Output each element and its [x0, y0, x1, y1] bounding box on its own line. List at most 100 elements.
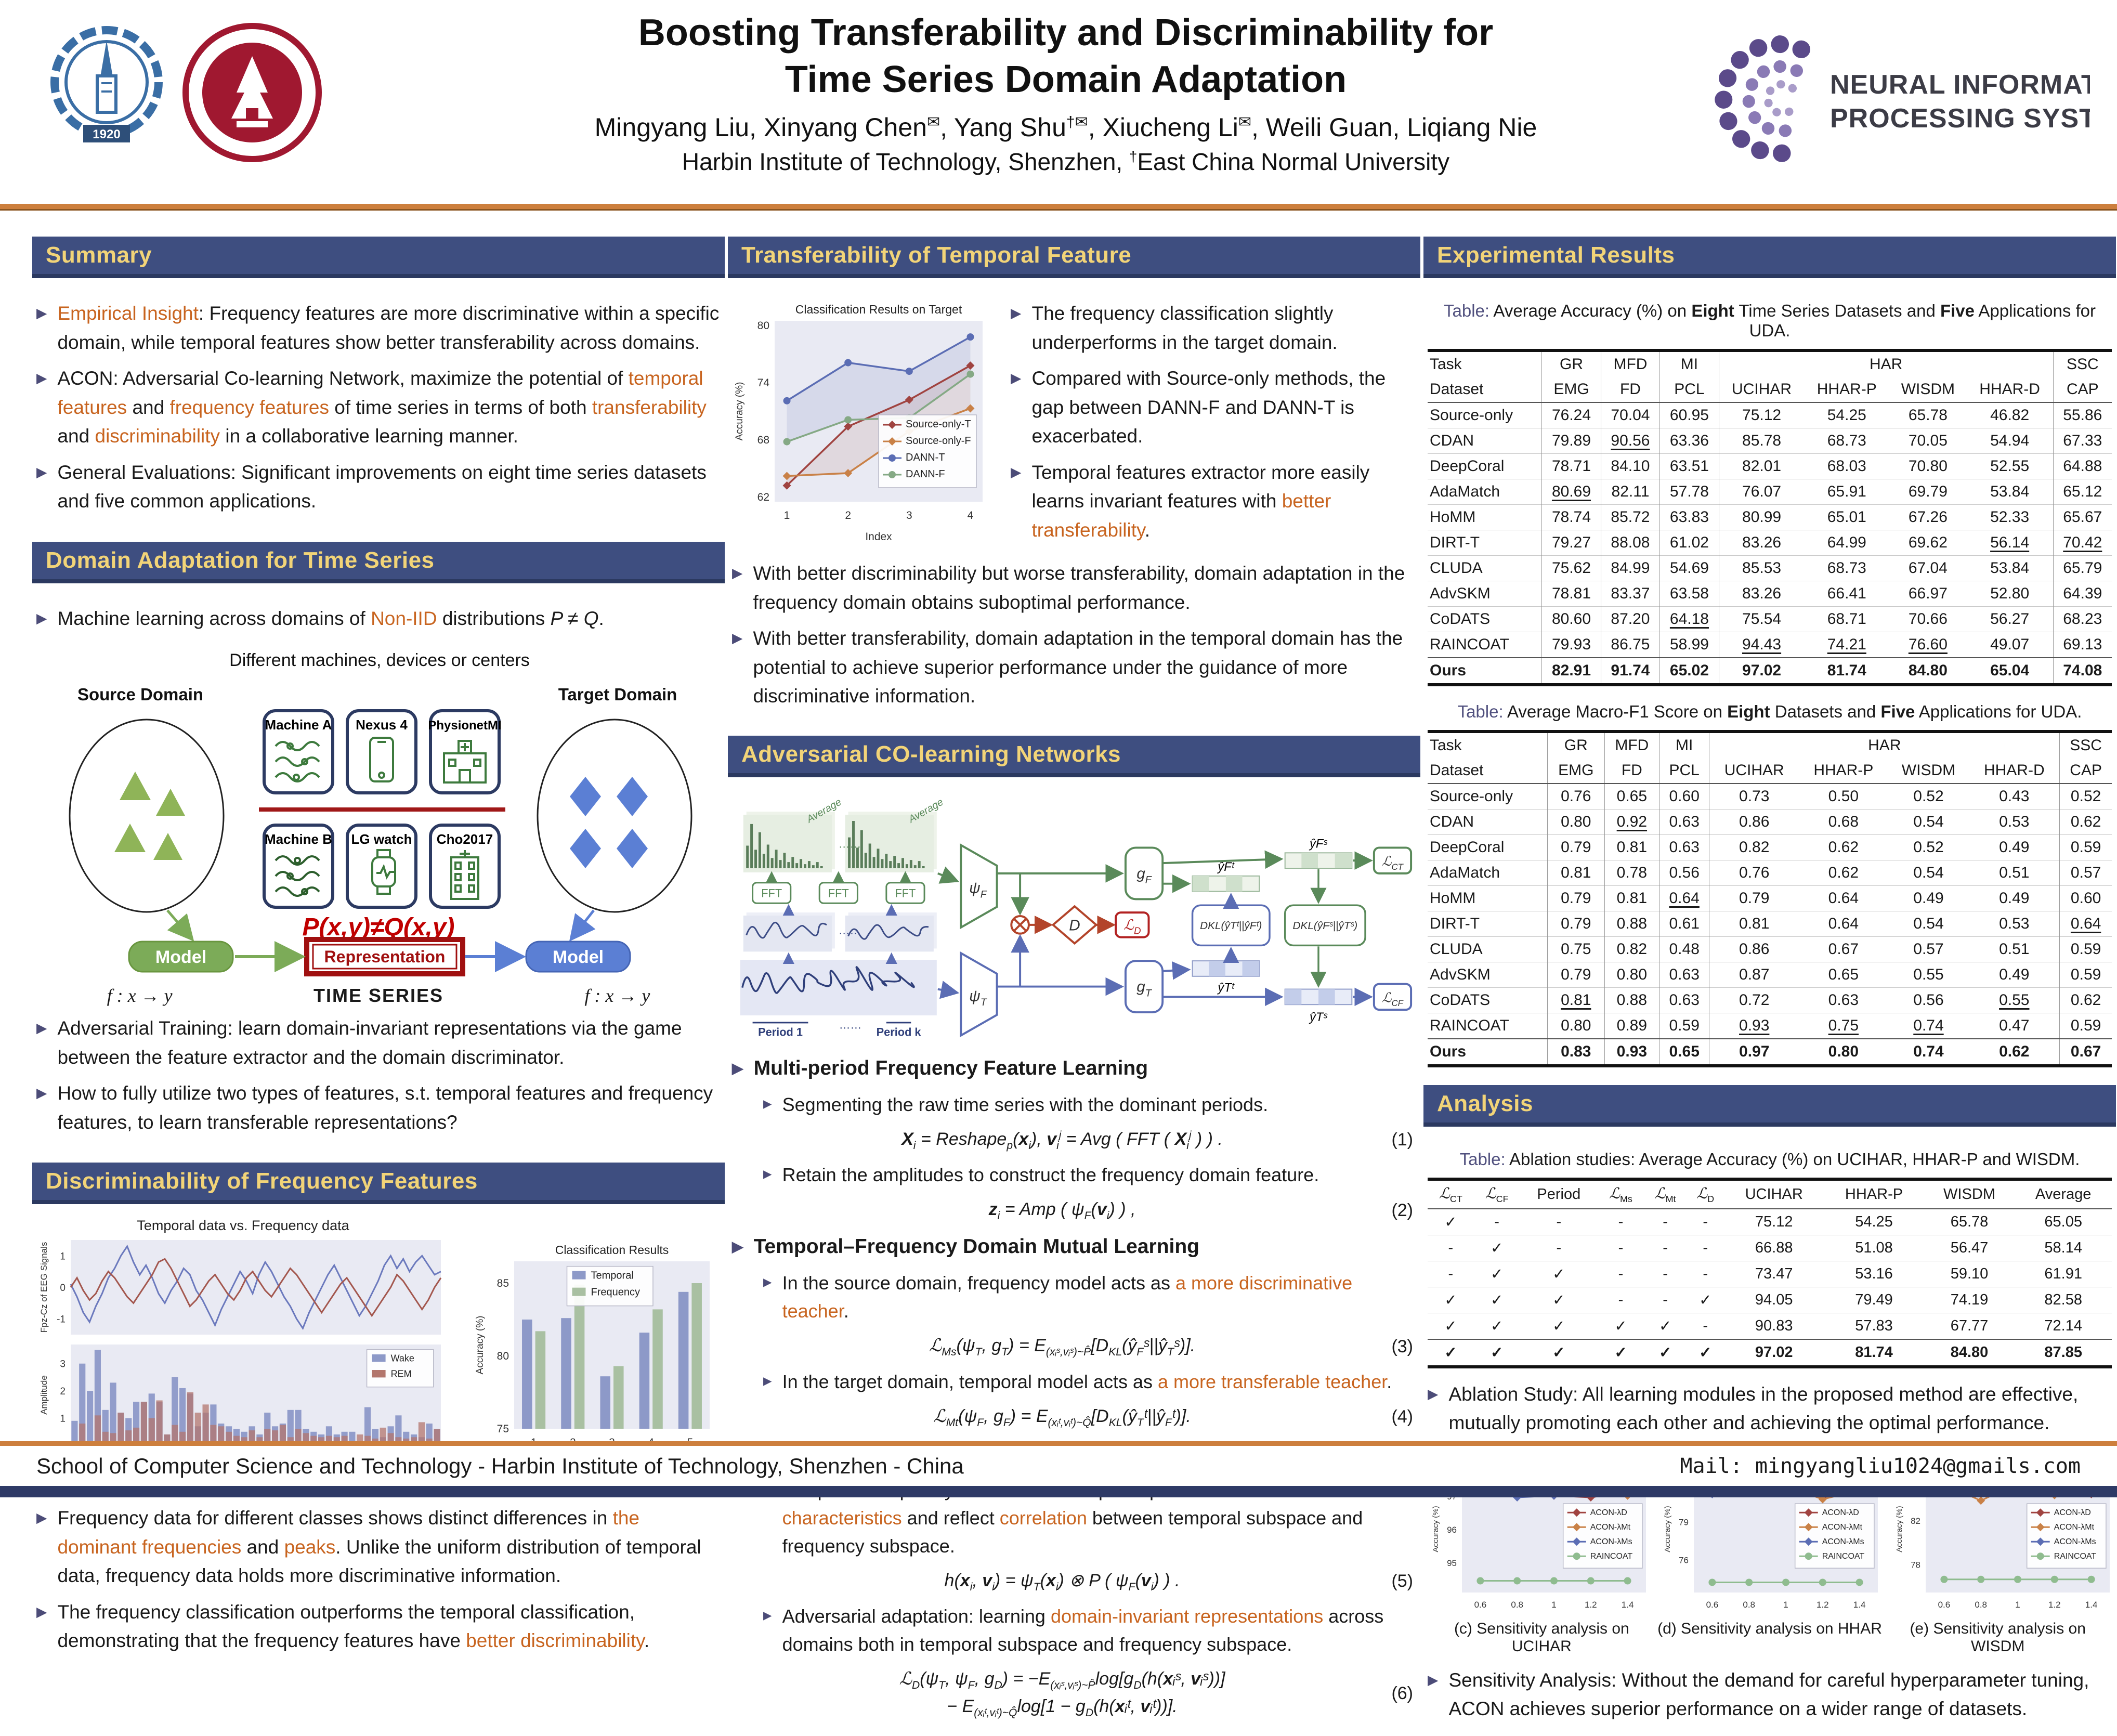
table-cell: PCL [1659, 377, 1719, 403]
table-cell: 74.19 [1950, 1291, 1989, 1308]
text-segment: East China Normal University [1137, 148, 1450, 175]
svg-text:68: 68 [757, 434, 769, 446]
table2-caption: Table: Average Macro-F1 Score on Eight D… [1428, 702, 2112, 722]
header-rule [0, 204, 2117, 211]
svg-text:ℒD: ℒD [1123, 917, 1141, 936]
equation-number: (1) [1391, 1130, 1413, 1150]
svg-text:1: 1 [2015, 1600, 2020, 1610]
table-cell: 70.05 [1908, 432, 1948, 449]
svg-text:ŷTˢ: ŷTˢ [1309, 1010, 1328, 1024]
text-segment: Time Series Datasets and [1734, 301, 1940, 320]
text-segment: X [1174, 1129, 1187, 1149]
figure-b: 75 80 85 Classification Results Accuracy (%)… [473, 1237, 721, 1474]
table-cell: 0.56 [1658, 860, 1709, 886]
table-cell: 85.72 [1600, 504, 1660, 530]
svg-text:4: 4 [968, 510, 974, 521]
text-segment: i [1186, 1139, 1189, 1152]
svg-text:80: 80 [757, 320, 769, 332]
table-cell: 76.24 [1541, 402, 1601, 428]
table-cell: 70.04 [1600, 402, 1660, 428]
table-cell: 0.49 [1999, 966, 2030, 983]
table-cell: AdvSKM [1430, 966, 1491, 983]
text-segment: − E [947, 1696, 974, 1717]
bullet-icon: ▶ [732, 565, 743, 581]
table-cell: 67.33 [2053, 428, 2112, 454]
svg-text:1: 1 [1551, 1600, 1556, 1610]
table-cell: 0.59 [2059, 962, 2112, 988]
poster-header: 1920 Boosting Transferability and Discri… [0, 0, 2117, 204]
table-cell: ✓ [1552, 1291, 1565, 1309]
transfer-side-bullets: ▶ The frequency classification slightly u… [1011, 292, 1416, 552]
text-segment: ✉ [926, 113, 940, 131]
table-cell: 0.54 [1913, 813, 1944, 830]
text-segment: Harbin Institute of Technology, Shenzhen… [682, 148, 1129, 175]
table-cell: 59.10 [1950, 1265, 1989, 1282]
table-cell: 0.80 [1547, 809, 1605, 835]
svg-text:D: D [1069, 917, 1080, 934]
text-segment: log[1 − g [1017, 1696, 1086, 1717]
table-cell: HHAR-D [1969, 758, 2060, 784]
table-row: CDAN 79.89 90.56 63.36 85.78 68.73 70.05 54.94 6… [1428, 428, 2112, 454]
table-cell: 61.91 [2044, 1265, 2082, 1282]
table-cell: 81.74 [1827, 662, 1866, 679]
svg-text:1920: 1920 [93, 127, 120, 141]
table-cell: ℒMs [1598, 1179, 1644, 1209]
table-cell: 68.73 [1827, 559, 1866, 577]
transfer-row: 62 68 74 80 Classification Results on Target… [732, 292, 1416, 552]
table-cell: 53.84 [1990, 483, 2030, 500]
domain-intro: ▶ Machine learning across domains of Non-… [36, 604, 721, 633]
table-cell: 0.57 [1913, 941, 1944, 958]
svg-text:1.2: 1.2 [1585, 1600, 1597, 1610]
svg-text:gF: gF [1136, 865, 1152, 885]
table-cell: 0.64 [1658, 885, 1709, 911]
target-results-svg: 62 68 74 80 Classification Results on Target… [734, 303, 983, 543]
table-cell: 58.99 [1659, 632, 1719, 658]
text-segment: and reflect [901, 1507, 1000, 1529]
table-cell: HoMM [1430, 890, 1476, 907]
table-cell: 66.88 [1755, 1239, 1793, 1256]
text-segment: In the target domain, temporal model act… [782, 1370, 1158, 1392]
table-cell: 75.12 [1755, 1213, 1793, 1230]
section-freq-header: Discriminability of Frequency Features [32, 1163, 725, 1204]
text-segment: correlation [999, 1507, 1087, 1529]
table-cell: MFD [1604, 732, 1659, 758]
svg-text:1: 1 [60, 1251, 66, 1262]
table-cell: ✓ [1552, 1265, 1565, 1283]
table-cell: 54.25 [1855, 1213, 1893, 1230]
table-cell: 90.56 [1600, 428, 1660, 454]
text-segment: . [1144, 519, 1151, 541]
table-cell: 0.81 [1547, 860, 1605, 886]
svg-text:ACON-λMs: ACON-λMs [1590, 1537, 1632, 1546]
table-cell: 52.55 [1990, 458, 2030, 475]
bullet-icon: ▶ [1011, 370, 1022, 386]
watch-icon [371, 849, 396, 895]
bullet-item: ▶ With better discriminability but worse … [732, 559, 1416, 617]
table-cell: 67.04 [1908, 559, 1948, 577]
table-cell: PCL [1658, 758, 1709, 784]
diagram-footline: f : x → y TIME SERIES f : x → y [36, 985, 721, 1007]
table-cell: 68.03 [1827, 458, 1866, 475]
equation: Xi = Reshapep(xi), vij = Avg ( FFT ( Xij… [763, 1126, 1416, 1154]
svg-text:DKL(ŷTᵗ||ŷFᵗ): DKL(ŷTᵗ||ŷFᵗ) [1200, 919, 1262, 931]
sensitivity-bullet: ▶ Sensitivity Analysis: Without the dema… [1428, 1666, 2112, 1724]
svg-text:LG watch: LG watch [351, 831, 412, 847]
table-cell: 63.58 [1659, 581, 1719, 607]
table-cell: 0.62 [1999, 1043, 2030, 1060]
table-cell: 64.99 [1827, 534, 1866, 551]
text-segment: . [644, 1630, 650, 1651]
text-segment: F [977, 1416, 984, 1429]
text-segment: Adversarial Training: learn domain-invar… [57, 1017, 682, 1068]
text-segment: peaks [284, 1536, 336, 1558]
table-cell: 97.02 [1755, 1343, 1793, 1361]
text-segment: Compared with Source-only methods, the g… [1031, 368, 1386, 447]
table-cell: 0.75 [1828, 1017, 1859, 1034]
table-row: AdaMatch 80.69 82.11 57.78 76.07 65.91 69.79 53… [1428, 479, 2112, 505]
table-cell: 0.89 [1604, 1013, 1659, 1039]
table-cell: 90.83 [1755, 1317, 1793, 1334]
text-segment: D [1133, 1679, 1142, 1691]
section-transfer-header: Transferability of Temporal Feature [728, 237, 1420, 278]
building-icon [450, 850, 479, 900]
table-row: Ours 0.83 0.93 0.65 0.97 0.80 0.74 0.62 0.67 [1428, 1039, 2112, 1066]
table-cell: 66.97 [1908, 585, 1948, 602]
svg-text:ℒCF: ℒCF [1382, 990, 1404, 1008]
